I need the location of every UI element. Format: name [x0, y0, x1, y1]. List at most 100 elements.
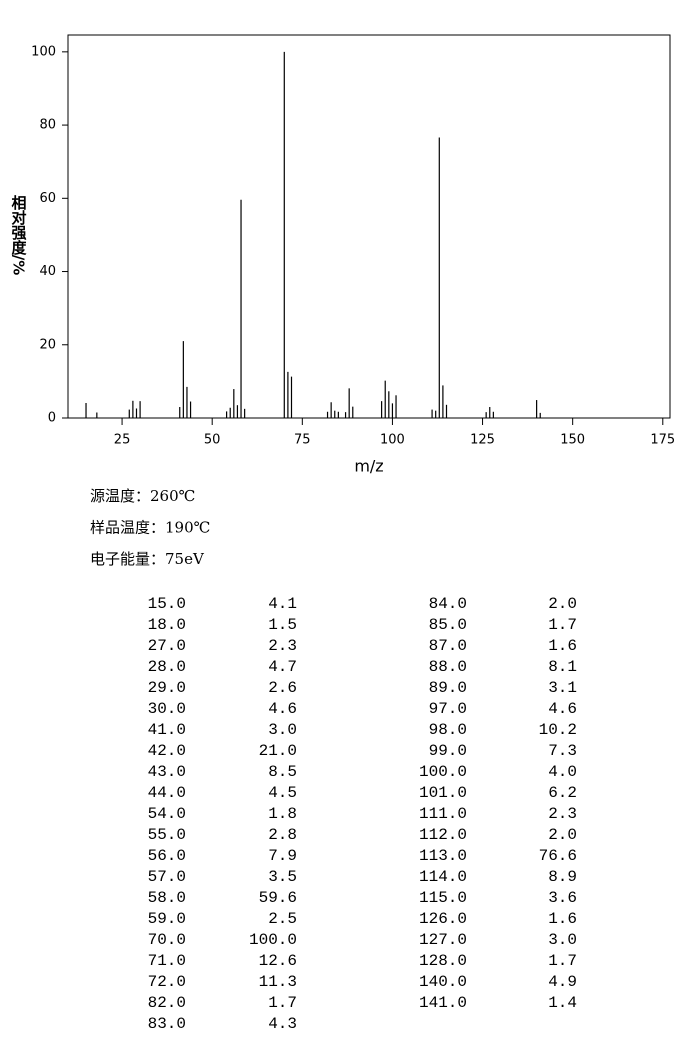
mass-cell: 141.0 — [419, 994, 467, 1012]
intensity-cell: 7.3 — [548, 742, 577, 760]
mass-cell: 27.0 — [148, 637, 186, 655]
mass-cell: 43.0 — [148, 763, 186, 781]
intensity-cell: 1.8 — [268, 805, 297, 823]
x-tick-label: 125 — [470, 433, 495, 448]
mass-cell: 112.0 — [419, 826, 467, 844]
y-axis-label: 相对强度/% — [10, 194, 28, 275]
intensity-cell: 8.1 — [548, 658, 577, 676]
intensity-cell: 8.5 — [268, 763, 297, 781]
x-tick-label: 25 — [114, 433, 131, 448]
y-tick-label: 40 — [39, 264, 56, 279]
y-tick-label: 60 — [39, 191, 56, 206]
y-tick-label: 0 — [48, 411, 56, 426]
x-tick-label: 175 — [650, 433, 675, 448]
mass-cell: 72.0 — [148, 973, 186, 991]
mass-cell: 15.0 — [148, 595, 186, 613]
intensity-cell: 11.3 — [259, 973, 297, 991]
mass-cell: 83.0 — [148, 1015, 186, 1033]
mass-cell: 44.0 — [148, 784, 186, 802]
mass-cell: 115.0 — [419, 889, 467, 907]
intensity-cell: 2.0 — [548, 595, 577, 613]
mass-cell: 71.0 — [148, 952, 186, 970]
mass-cell: 82.0 — [148, 994, 186, 1012]
intensity-cell: 100.0 — [249, 931, 297, 949]
intensity-cell: 10.2 — [539, 721, 577, 739]
intensity-cell: 6.2 — [548, 784, 577, 802]
mass-cell: 85.0 — [429, 616, 467, 634]
y-tick-label: 80 — [39, 118, 56, 133]
mass-cell: 28.0 — [148, 658, 186, 676]
plot-frame — [67, 34, 671, 419]
mass-cell: 113.0 — [419, 847, 467, 865]
x-tick-label: 150 — [560, 433, 585, 448]
intensity-cell: 7.9 — [268, 847, 297, 865]
intensity-cell: 4.3 — [268, 1015, 297, 1033]
mass-cell: 42.0 — [148, 742, 186, 760]
intensity-cell: 1.5 — [268, 616, 297, 634]
condition: 样品温度：190℃ — [90, 519, 210, 537]
intensity-cell: 8.9 — [548, 868, 577, 886]
intensity-cell: 4.6 — [268, 700, 297, 718]
intensity-cell: 21.0 — [259, 742, 297, 760]
intensity-cell: 1.7 — [268, 994, 297, 1012]
mass-cell: 30.0 — [148, 700, 186, 718]
mass-cell: 59.0 — [148, 910, 186, 928]
intensity-cell: 1.4 — [548, 994, 577, 1012]
mass-cell: 70.0 — [148, 931, 186, 949]
mass-cell: 55.0 — [148, 826, 186, 844]
intensity-cell: 12.6 — [259, 952, 297, 970]
intensity-cell: 2.6 — [268, 679, 297, 697]
mass-cell: 84.0 — [429, 595, 467, 613]
intensity-cell: 1.6 — [548, 637, 577, 655]
intensity-cell: 3.0 — [268, 721, 297, 739]
intensity-cell: 2.3 — [268, 637, 297, 655]
x-tick-label: 50 — [204, 433, 221, 448]
intensity-cell: 4.6 — [548, 700, 577, 718]
intensity-cell: 2.3 — [548, 805, 577, 823]
mass-cell: 126.0 — [419, 910, 467, 928]
intensity-cell: 4.5 — [268, 784, 297, 802]
intensity-cell: 4.9 — [548, 973, 577, 991]
intensity-cell: 1.7 — [548, 952, 577, 970]
x-tick-label: 75 — [294, 433, 311, 448]
mass-cell: 29.0 — [148, 679, 186, 697]
mass-cell: 98.0 — [429, 721, 467, 739]
mass-cell: 111.0 — [419, 805, 467, 823]
mass-cell: 114.0 — [419, 868, 467, 886]
intensity-cell: 2.5 — [268, 910, 297, 928]
mass-cell: 56.0 — [148, 847, 186, 865]
intensity-cell: 3.6 — [548, 889, 577, 907]
mass-cell: 57.0 — [148, 868, 186, 886]
mass-cell: 87.0 — [429, 637, 467, 655]
x-axis-label: m/z — [354, 457, 383, 476]
intensity-cell: 59.6 — [259, 889, 297, 907]
intensity-cell: 4.7 — [268, 658, 297, 676]
intensity-cell: 1.7 — [548, 616, 577, 634]
mass-cell: 140.0 — [419, 973, 467, 991]
mass-cell: 88.0 — [429, 658, 467, 676]
x-tick-label: 100 — [380, 433, 405, 448]
intensity-cell: 2.0 — [548, 826, 577, 844]
condition: 电子能量：75eV — [90, 550, 205, 568]
mass-cell: 127.0 — [419, 931, 467, 949]
mass-cell: 101.0 — [419, 784, 467, 802]
mass-cell: 18.0 — [148, 616, 186, 634]
mass-cell: 54.0 — [148, 805, 186, 823]
intensity-cell: 76.6 — [539, 847, 577, 865]
intensity-cell: 3.0 — [548, 931, 577, 949]
mass-cell: 97.0 — [429, 700, 467, 718]
y-tick-label: 100 — [31, 44, 56, 59]
intensity-cell: 3.1 — [548, 679, 577, 697]
y-tick-label: 20 — [39, 337, 56, 352]
intensity-cell: 4.1 — [268, 595, 297, 613]
intensity-cell: 2.8 — [268, 826, 297, 844]
condition: 源温度：260℃ — [90, 487, 195, 505]
intensity-cell: 3.5 — [268, 868, 297, 886]
intensity-cell: 1.6 — [548, 910, 577, 928]
mass-cell: 89.0 — [429, 679, 467, 697]
mass-cell: 41.0 — [148, 721, 186, 739]
mass-cell: 99.0 — [429, 742, 467, 760]
mass-cell: 128.0 — [419, 952, 467, 970]
